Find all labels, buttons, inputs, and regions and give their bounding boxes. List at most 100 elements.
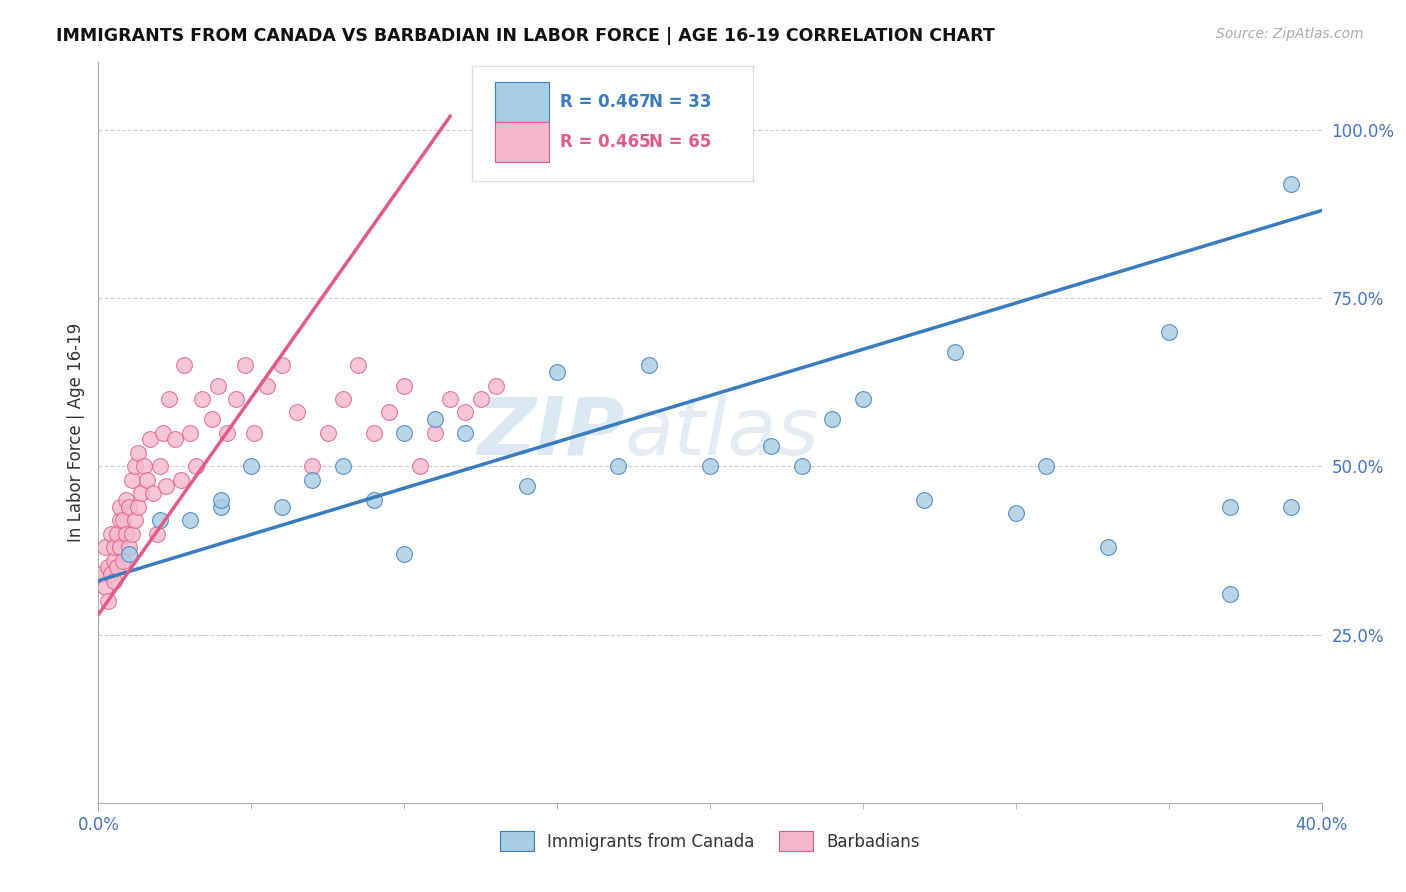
Point bbox=[1157, 325, 1180, 339]
Point bbox=[170, 473, 193, 487]
Point bbox=[378, 405, 401, 419]
Point bbox=[152, 425, 174, 440]
Point bbox=[179, 513, 201, 527]
FancyBboxPatch shape bbox=[495, 82, 548, 121]
Point bbox=[852, 392, 875, 406]
Point bbox=[103, 574, 125, 588]
Point bbox=[1097, 540, 1119, 554]
Point bbox=[363, 492, 385, 507]
Point bbox=[285, 405, 308, 419]
Point bbox=[225, 392, 247, 406]
Text: ZIP: ZIP bbox=[477, 393, 624, 472]
Point bbox=[124, 459, 146, 474]
Text: R = 0.465: R = 0.465 bbox=[560, 134, 650, 152]
Point bbox=[173, 359, 195, 373]
Point bbox=[124, 513, 146, 527]
Point bbox=[209, 500, 232, 514]
Point bbox=[115, 492, 138, 507]
Point bbox=[103, 540, 125, 554]
Point bbox=[332, 392, 354, 406]
Point bbox=[439, 392, 461, 406]
Point bbox=[408, 459, 430, 474]
Point bbox=[243, 425, 266, 440]
Point bbox=[118, 500, 141, 514]
Point bbox=[1035, 459, 1057, 474]
Point bbox=[233, 359, 256, 373]
Point bbox=[423, 425, 446, 440]
Point bbox=[1219, 587, 1241, 601]
Point bbox=[332, 459, 354, 474]
Point bbox=[392, 547, 416, 561]
Point bbox=[546, 365, 568, 379]
Point bbox=[470, 392, 492, 406]
Point bbox=[136, 473, 159, 487]
Point bbox=[454, 425, 477, 440]
Text: R = 0.467: R = 0.467 bbox=[560, 93, 651, 111]
Point bbox=[97, 594, 120, 608]
Point bbox=[790, 459, 813, 474]
Point bbox=[149, 513, 172, 527]
Point bbox=[821, 412, 844, 426]
Point bbox=[118, 540, 141, 554]
Point bbox=[111, 553, 134, 567]
Point bbox=[759, 439, 782, 453]
Point bbox=[423, 412, 446, 426]
Point bbox=[392, 378, 416, 392]
Point bbox=[145, 526, 167, 541]
Point bbox=[1004, 507, 1026, 521]
Point bbox=[111, 513, 134, 527]
Point bbox=[209, 492, 232, 507]
Point bbox=[121, 473, 143, 487]
Point bbox=[155, 479, 177, 493]
Point bbox=[157, 392, 180, 406]
Point bbox=[118, 547, 141, 561]
Point bbox=[256, 378, 278, 392]
Point bbox=[105, 560, 128, 574]
Point bbox=[179, 425, 201, 440]
FancyBboxPatch shape bbox=[495, 122, 548, 162]
Point bbox=[149, 459, 172, 474]
Legend: Immigrants from Canada, Barbadians: Immigrants from Canada, Barbadians bbox=[494, 825, 927, 857]
Point bbox=[699, 459, 721, 474]
Point bbox=[240, 459, 263, 474]
Point bbox=[129, 486, 152, 500]
Point bbox=[97, 560, 120, 574]
Point bbox=[90, 566, 112, 581]
Point bbox=[100, 526, 122, 541]
Point bbox=[347, 359, 370, 373]
Point bbox=[108, 500, 131, 514]
Point bbox=[270, 500, 292, 514]
Point bbox=[93, 581, 115, 595]
Point bbox=[115, 526, 138, 541]
Point bbox=[127, 446, 149, 460]
Point bbox=[1279, 500, 1302, 514]
Point bbox=[93, 540, 115, 554]
Point bbox=[108, 540, 131, 554]
Point bbox=[215, 425, 238, 440]
Text: atlas: atlas bbox=[624, 393, 820, 472]
Point bbox=[516, 479, 538, 493]
Point bbox=[163, 433, 186, 447]
Point bbox=[1279, 177, 1302, 191]
Point bbox=[105, 526, 128, 541]
Point bbox=[912, 492, 935, 507]
Point bbox=[454, 405, 477, 419]
Point bbox=[316, 425, 339, 440]
FancyBboxPatch shape bbox=[471, 66, 752, 181]
Point bbox=[134, 459, 156, 474]
Point bbox=[127, 500, 149, 514]
Text: N = 33: N = 33 bbox=[648, 93, 711, 111]
Point bbox=[200, 412, 222, 426]
Text: Source: ZipAtlas.com: Source: ZipAtlas.com bbox=[1216, 27, 1364, 41]
Point bbox=[142, 486, 165, 500]
Point bbox=[943, 344, 966, 359]
Point bbox=[108, 513, 131, 527]
Point bbox=[485, 378, 508, 392]
Point bbox=[207, 378, 229, 392]
Text: N = 65: N = 65 bbox=[648, 134, 711, 152]
Point bbox=[607, 459, 630, 474]
Point bbox=[363, 425, 385, 440]
Point bbox=[139, 433, 162, 447]
Point bbox=[301, 459, 323, 474]
Point bbox=[1219, 500, 1241, 514]
